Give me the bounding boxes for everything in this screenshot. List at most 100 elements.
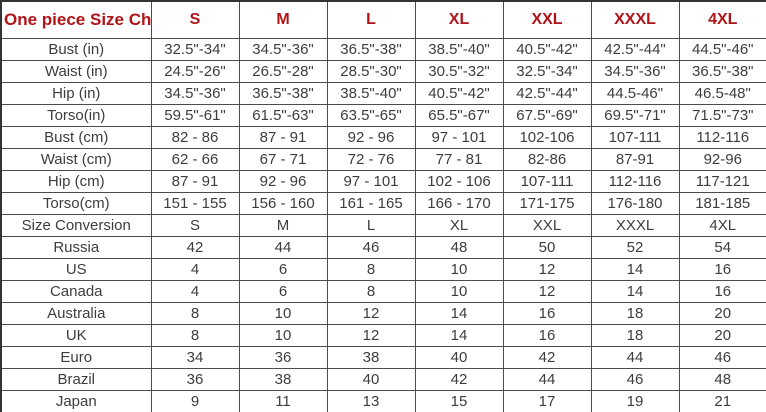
- table-cell: 26.5"-28": [238, 60, 328, 83]
- table-cell: 24.5"-26": [150, 60, 240, 83]
- table-cell: 36: [238, 346, 328, 369]
- row-label: Size Conversion: [0, 214, 152, 237]
- table-cell: XL: [414, 214, 504, 237]
- table-cell: 97 - 101: [414, 126, 504, 149]
- table-cell: 151 - 155: [150, 192, 240, 215]
- table-cell: 48: [414, 236, 504, 259]
- table-cell: 40.5"-42": [414, 82, 504, 105]
- table-cell: L: [326, 214, 416, 237]
- table-cell: 107-111: [502, 170, 592, 193]
- table-cell: 30.5"-32": [414, 60, 504, 83]
- table-cell: 38: [238, 368, 328, 391]
- table-cell: 42: [502, 346, 592, 369]
- table-cell: 34.5"-36": [150, 82, 240, 105]
- table-cell: 67 - 71: [238, 148, 328, 171]
- table-cell: 61.5"-63": [238, 104, 328, 127]
- table-cell: 16: [502, 324, 592, 347]
- table-row: Euro 34 36 38 40 42 44 46: [0, 346, 766, 369]
- table-row: Torso(in) 59.5"-61" 61.5"-63" 63.5"-65" 65.5…: [0, 104, 766, 127]
- table-row: Canada 4 6 8 10 12 14 16: [0, 280, 766, 303]
- table-cell: 77 - 81: [414, 148, 504, 171]
- table-cell: 63.5"-65": [326, 104, 416, 127]
- table-cell: 71.5"-73": [678, 104, 766, 127]
- table-cell: 10: [238, 302, 328, 325]
- table-cell: 44: [502, 368, 592, 391]
- table-cell: 92 - 96: [326, 126, 416, 149]
- table-cell: 82-86: [502, 148, 592, 171]
- table-cell: 48: [678, 368, 766, 391]
- table-cell: 44: [238, 236, 328, 259]
- table-cell: 36.5"-38": [326, 38, 416, 61]
- table-cell: XXL: [502, 214, 592, 237]
- table-cell: 97 - 101: [326, 170, 416, 193]
- table-cell: 46: [326, 236, 416, 259]
- table-cell: 38: [326, 346, 416, 369]
- table-row: Russia 42 44 46 48 50 52 54: [0, 236, 766, 259]
- table-cell: 36.5"-38": [678, 60, 766, 83]
- row-label: Waist (in): [0, 60, 152, 83]
- table-cell: 4: [150, 258, 240, 281]
- table-cell: 12: [326, 302, 416, 325]
- row-label: Torso(cm): [0, 192, 152, 215]
- table-cell: 42.5"-44": [590, 38, 680, 61]
- table-cell: 16: [678, 258, 766, 281]
- table-row: Waist (cm) 62 - 66 67 - 71 72 - 76 77 - 81 82…: [0, 148, 766, 171]
- table-row: UK 8 10 12 14 16 18 20: [0, 324, 766, 347]
- row-label: Bust (cm): [0, 126, 152, 149]
- table-cell: 4: [150, 280, 240, 303]
- table-cell: 10: [238, 324, 328, 347]
- column-header-l: L: [326, 0, 416, 39]
- table-cell: 36.5"-38": [238, 82, 328, 105]
- row-label: Japan: [0, 390, 152, 412]
- table-cell: 20: [678, 302, 766, 325]
- table-cell: 181-185: [678, 192, 766, 215]
- table-cell: 92 - 96: [238, 170, 328, 193]
- table-cell: 10: [414, 280, 504, 303]
- table-cell: 42: [414, 368, 504, 391]
- table-cell: 44.5"-46": [678, 38, 766, 61]
- table-cell: 12: [502, 280, 592, 303]
- table-cell: 46: [590, 368, 680, 391]
- table-cell: 46: [678, 346, 766, 369]
- table-body: Bust (in) 32.5"-34" 34.5"-36" 36.5"-38" 38.5…: [0, 38, 766, 412]
- table-cell: 16: [502, 302, 592, 325]
- row-label: Brazil: [0, 368, 152, 391]
- table-cell: 14: [414, 324, 504, 347]
- column-header-xl: XL: [414, 0, 504, 39]
- table-cell: 18: [590, 302, 680, 325]
- table-cell: 42.5"-44": [502, 82, 592, 105]
- table-cell: 6: [238, 258, 328, 281]
- table-cell: 17: [502, 390, 592, 412]
- row-label: Canada: [0, 280, 152, 303]
- table-row: Size Conversion S M L XL XXL XXXL 4XL: [0, 214, 766, 237]
- table-cell: 12: [502, 258, 592, 281]
- table-cell: 38.5"-40": [414, 38, 504, 61]
- table-cell: 9: [150, 390, 240, 412]
- table-cell: 112-116: [590, 170, 680, 193]
- table-cell: 20: [678, 324, 766, 347]
- table-cell: 72 - 76: [326, 148, 416, 171]
- table-cell: 67.5"-69": [502, 104, 592, 127]
- table-cell: 21: [678, 390, 766, 412]
- table-row: Bust (cm) 82 - 86 87 - 91 92 - 96 97 - 101 10…: [0, 126, 766, 149]
- table-cell: 65.5"-67": [414, 104, 504, 127]
- row-label: Euro: [0, 346, 152, 369]
- table-cell: 92-96: [678, 148, 766, 171]
- table-cell: 176-180: [590, 192, 680, 215]
- row-label: Russia: [0, 236, 152, 259]
- table-cell: 59.5"-61": [150, 104, 240, 127]
- table-row: Brazil 36 38 40 42 44 46 48: [0, 368, 766, 391]
- table-cell: 36: [150, 368, 240, 391]
- table-cell: 34.5"-36": [590, 60, 680, 83]
- table-cell: 117-121: [678, 170, 766, 193]
- table-cell: 156 - 160: [238, 192, 328, 215]
- table-cell: 13: [326, 390, 416, 412]
- row-label: UK: [0, 324, 152, 347]
- table-cell: 102 - 106: [414, 170, 504, 193]
- table-cell: 8: [326, 280, 416, 303]
- column-header-s: S: [150, 0, 240, 39]
- table-row: Australia 8 10 12 14 16 18 20: [0, 302, 766, 325]
- row-label: Australia: [0, 302, 152, 325]
